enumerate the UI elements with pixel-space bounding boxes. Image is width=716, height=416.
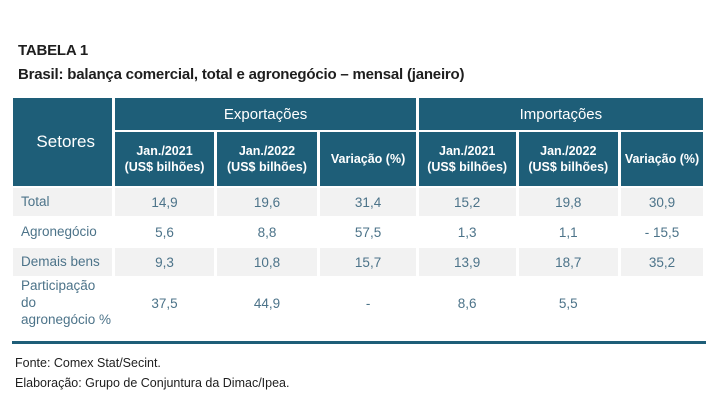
column-header-line1: Jan./2021 [136,143,193,158]
cell-value: 30,9 [621,188,703,216]
elaboration-note: Elaboração: Grupo de Conjuntura da Dimac… [15,376,290,390]
column-header-imp-variacao: Variação (%) [621,132,703,186]
cell-value: 9,3 [115,248,214,276]
cell-value: 44,9 [216,278,318,329]
cell-value: 19,8 [518,188,618,216]
column-header-line1: Variação (%) [330,151,406,166]
cell-value: 18,7 [518,248,618,276]
cell-value: 57,5 [320,218,416,246]
cell-value: 8,8 [216,218,318,246]
cell-value: 15,7 [320,248,416,276]
cell-value: 15,2 [418,188,516,216]
table-row-participacao: Participação do agronegócio % 37,5 44,9 … [13,278,703,329]
cell-value: 8,6 [418,278,516,329]
column-header-line2: (US$ bilhões) [227,160,307,174]
cell-value: 1,3 [418,218,516,246]
cell-value [621,278,703,329]
cell-value: 37,5 [115,278,214,329]
column-header-exp-variacao: Variação (%) [320,132,416,186]
cell-value: 14,9 [115,188,214,216]
table-row-agronegocio: Agronegócio 5,6 8,8 57,5 1,3 1,1 - 15,5 [13,218,703,246]
cell-value: 35,2 [621,248,703,276]
column-header-line2: (US$ bilhões) [528,160,609,174]
column-header-imp-jan2022: Jan./2022 (US$ bilhões) [518,132,618,186]
cell-value: 5,6 [115,218,214,246]
header-sub-row: Jan./2021 (US$ bilhões) Jan./2022 (US$ b… [13,132,703,186]
column-header-exp-jan2022: Jan./2022 (US$ bilhões) [216,132,318,186]
trade-balance-table: Setores Exportações Importações Jan./202… [10,96,706,331]
table-title: Brasil: balança comercial, total e agron… [18,66,465,83]
table-row-demais-bens: Demais bens 9,3 10,8 15,7 13,9 18,7 35,2 [13,248,703,276]
column-header-exp-jan2021: Jan./2021 (US$ bilhões) [115,132,214,186]
column-header-setores: Setores [13,98,113,186]
cell-value: 5,5 [518,278,618,329]
row-label: Total [13,188,113,216]
cell-value: - [320,278,416,329]
column-header-line1: Jan./2022 [540,143,597,158]
table-heading: TABELA 1 Brasil: balança comercial, tota… [18,42,465,83]
row-label: Demais bens [13,248,113,276]
cell-value: 13,9 [418,248,516,276]
cell-value: 31,4 [320,188,416,216]
column-header-line2: (US$ bilhões) [427,160,508,174]
table-notes: Fonte: Comex Stat/Secint. Elaboração: Gr… [15,353,289,393]
row-label: Agronegócio [13,218,113,246]
column-header-line2: (US$ bilhões) [124,160,205,174]
row-label: Participação do agronegócio % [13,278,113,329]
column-header-line1: Variação (%) [624,151,700,166]
column-header-imp-jan2021: Jan./2021 (US$ bilhões) [418,132,516,186]
column-group-exportacoes: Exportações [115,98,416,130]
table-number: TABELA 1 [18,42,89,59]
column-header-line1: Jan./2021 [439,143,496,158]
cell-value: - 15,5 [621,218,703,246]
cell-value: 10,8 [216,248,318,276]
column-header-line1: Jan./2022 [238,143,296,158]
header-group-row: Setores Exportações Importações [13,98,703,186]
table-row-total: Total 14,9 19,6 31,4 15,2 19,8 30,9 [13,188,703,216]
source-note: Fonte: Comex Stat/Secint. [15,356,161,370]
column-group-importacoes: Importações [418,98,703,130]
cell-value: 1,1 [518,218,618,246]
table-bottom-divider [12,341,706,344]
cell-value: 19,6 [216,188,318,216]
